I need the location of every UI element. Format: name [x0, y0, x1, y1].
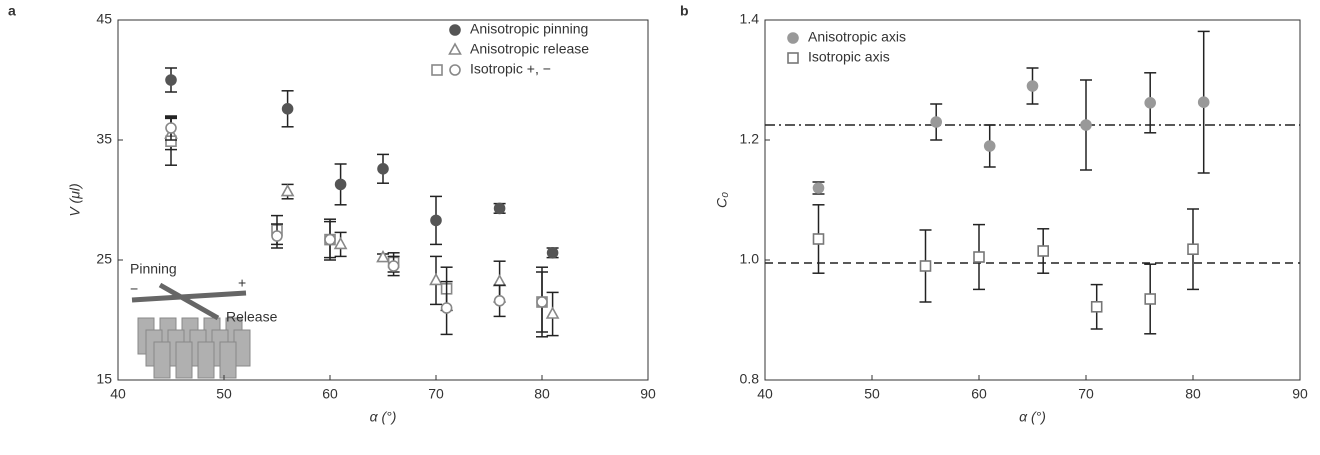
data-point: [1144, 293, 1156, 305]
legend-label: Anisotropic pinning: [470, 21, 588, 37]
y-tick-label: 1.4: [740, 11, 760, 27]
panel-label: b: [680, 3, 689, 19]
x-tick-label: 80: [1185, 386, 1201, 402]
data-point: [1080, 119, 1092, 131]
data-point: [333, 236, 348, 250]
y-tick-label: 1.0: [740, 251, 760, 267]
x-tick-label: 40: [110, 386, 126, 402]
data-point: [492, 273, 507, 287]
data-point: [376, 249, 390, 263]
data-point: [812, 182, 825, 194]
data-point: [440, 302, 453, 314]
data-point: [1187, 243, 1199, 255]
legend-label: Isotropic +, −: [470, 61, 551, 77]
data-point: [165, 122, 177, 134]
inset-label: Pinning: [130, 261, 177, 277]
legend-label: Anisotropic release: [470, 41, 589, 57]
y-tick-label: 0.8: [740, 371, 760, 387]
legend-label: Anisotropic axis: [808, 29, 906, 45]
data-point: [930, 116, 943, 128]
inset-label: −: [130, 281, 138, 297]
x-tick-label: 80: [534, 386, 550, 402]
data-point: [271, 230, 283, 242]
legend-marker: [431, 64, 443, 76]
data-point: [387, 260, 400, 272]
y-tick-label: 45: [96, 11, 112, 27]
data-point: [1037, 245, 1049, 257]
legend-marker: [787, 52, 799, 64]
data-point: [324, 233, 336, 246]
x-tick-label: 90: [640, 386, 656, 402]
data-point: [919, 260, 932, 272]
panel-label: a: [8, 3, 16, 19]
y-tick-label: 25: [96, 251, 112, 267]
legend-marker: [448, 42, 462, 55]
x-tick-label: 40: [757, 386, 773, 402]
legend-marker: [449, 64, 461, 76]
data-point: [377, 163, 389, 175]
data-point: [983, 140, 996, 152]
data-point: [334, 178, 347, 191]
data-point: [812, 233, 825, 245]
data-point: [1026, 80, 1039, 92]
data-point: [429, 272, 443, 286]
y-axis-label: V (μl): [67, 183, 83, 216]
data-point: [1144, 97, 1156, 109]
y-tick-label: 15: [96, 371, 112, 387]
inset-label: +: [238, 275, 246, 291]
y-tick-label: 35: [96, 131, 112, 147]
inset-label: Release: [226, 309, 278, 325]
inset-drawing: [131, 282, 251, 379]
data-point: [493, 294, 506, 307]
y-tick-label: 1.2: [740, 131, 760, 147]
x-tick-label: 60: [322, 386, 338, 402]
x-axis-label: α (°): [370, 409, 397, 425]
legend-label: Isotropic axis: [808, 49, 890, 65]
x-tick-label: 70: [428, 386, 444, 402]
x-tick-label: 50: [864, 386, 880, 402]
data-point: [280, 183, 295, 197]
data-point: [430, 214, 442, 227]
y-axis-label: C₀: [714, 192, 730, 208]
x-axis-label: α (°): [1019, 409, 1046, 425]
data-point: [546, 247, 559, 259]
data-point: [536, 296, 548, 308]
data-point: [1090, 300, 1103, 313]
plot-frame: [117, 19, 649, 381]
data-point: [493, 202, 506, 215]
x-tick-label: 60: [971, 386, 987, 402]
data-point: [281, 103, 294, 115]
data-point: [973, 251, 985, 263]
data-point: [1197, 96, 1210, 108]
plot-frame: [764, 19, 1301, 381]
legend-marker: [787, 32, 799, 44]
x-tick-label: 50: [216, 386, 232, 402]
data-point: [165, 74, 177, 86]
x-tick-label: 70: [1078, 386, 1094, 402]
legend-marker: [449, 24, 461, 36]
x-tick-label: 90: [1292, 386, 1308, 402]
data-point: [545, 306, 560, 319]
